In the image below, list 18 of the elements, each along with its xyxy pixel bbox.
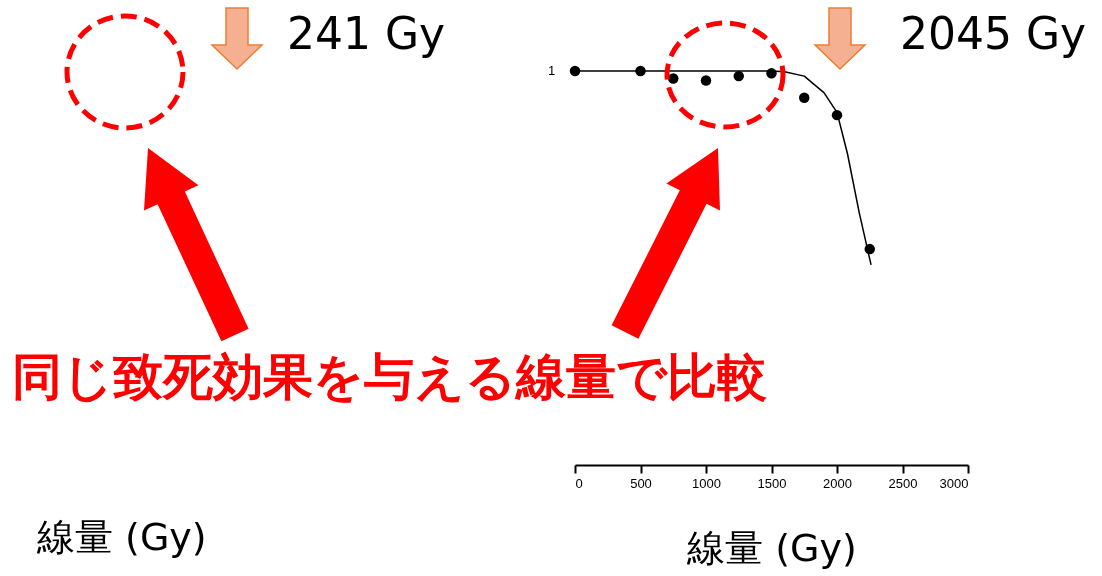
- point: [733, 70, 744, 82]
- text: 241 Gy: [287, 8, 446, 59]
- x-tick-label: 3000: [939, 475, 969, 491]
- point: [799, 92, 810, 104]
- point: [700, 75, 712, 86]
- annotation: 同じ致死効果を与える線量で比較: [12, 348, 767, 406]
- x-tick-label: 2500: [888, 475, 918, 491]
- x-axis-title: 線量 (Gy): [686, 525, 857, 570]
- x-tick-label: 1000: [692, 475, 721, 491]
- x-tick-label: 2000: [823, 475, 852, 491]
- text: 線量 (Gy): [37, 515, 207, 559]
- x-tick-label: 1500: [757, 475, 787, 491]
- x-tick-label: 0: [575, 475, 583, 491]
- point: [668, 73, 679, 84]
- text: 1: [548, 63, 556, 78]
- x-tick-label: 500: [630, 475, 652, 491]
- point: [569, 65, 581, 77]
- text: 2045 Gy: [900, 8, 1087, 59]
